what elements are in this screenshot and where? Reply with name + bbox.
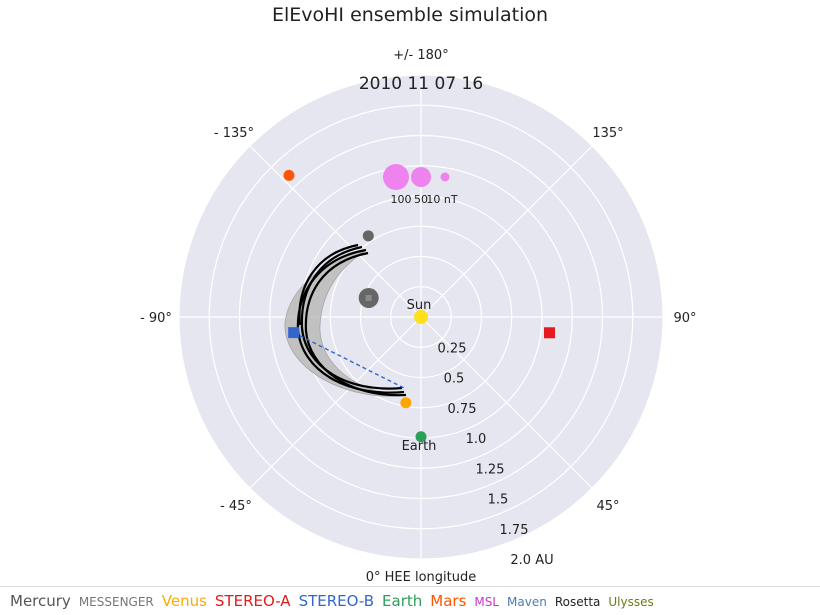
legend-item-messenger: MESSENGER — [78, 595, 154, 609]
legend-item-stereo-b: STEREO-B — [298, 592, 375, 610]
chart-title: ElEvoHI ensemble simulation — [271, 4, 549, 26]
angle-label: 135° — [592, 126, 623, 141]
bodies-group — [283, 164, 556, 443]
legend: Mercury MESSENGER Venus STEREO-A STEREO-B Ear… — [10, 592, 810, 610]
date-label: 2010 11 07 16 — [359, 74, 483, 94]
radial-tick-label: 0.75 — [448, 402, 477, 417]
legend-item-ulysses: Ulysses — [608, 595, 654, 609]
angle-label: +/- 180° — [393, 48, 448, 63]
cme-front-line — [300, 245, 403, 390]
field-legend-label: 10 nT — [426, 193, 457, 206]
legend-item-msl: MSL — [474, 595, 500, 609]
legend-item-stereo-a: STEREO-A — [214, 592, 291, 610]
legend-item-venus: Venus — [161, 592, 207, 610]
angular-grid-line — [420, 316, 593, 489]
radial-tick-label: 0.25 — [438, 341, 467, 356]
radial-tick-label: 2.0 AU — [510, 553, 553, 568]
field-bubble — [411, 167, 431, 187]
cme-front-line — [298, 243, 359, 326]
stereo-b-marker — [288, 327, 300, 339]
sun-label: Sun — [407, 298, 432, 313]
field-legend-label: 100 — [391, 193, 412, 206]
legend-item-mercury: Mercury — [10, 592, 71, 610]
angle-label: - 90° — [140, 311, 172, 326]
messenger-marker — [365, 294, 372, 301]
radial-tick-label: 1.25 — [476, 462, 505, 477]
legend-item-mars: Mars — [430, 592, 467, 610]
field-legend-label: 50 — [414, 193, 428, 206]
angular-grid-line — [420, 145, 593, 318]
venus-marker — [400, 397, 412, 409]
legend-item-maven: Maven — [507, 595, 547, 609]
radial-tick-label: 1.75 — [500, 523, 529, 538]
angle-label: 90° — [673, 311, 696, 326]
angular-grid-line — [249, 316, 422, 489]
field-bubble — [383, 164, 409, 190]
sun-marker — [414, 310, 428, 324]
rosetta-marker — [362, 230, 374, 242]
legend-item-earth: Earth — [382, 592, 423, 610]
earth-marker — [415, 431, 427, 443]
cme-front-line — [304, 251, 407, 397]
legend-item-rosetta: Rosetta — [554, 595, 601, 609]
radial-tick-label: 0.5 — [444, 372, 465, 387]
angle-label: - 45° — [220, 499, 252, 514]
field-bubble — [440, 172, 450, 182]
angle-label: 45° — [596, 499, 619, 514]
legend-divider — [0, 586, 820, 587]
labels-group: +/- 180° - 135° 135° - 90° 90° - 45° 45° 2010 1… — [140, 48, 696, 585]
stereo-a-marker — [544, 327, 556, 339]
radial-tick-label: 1.0 — [466, 432, 487, 447]
hee-longitude-label: 0° HEE longitude — [366, 570, 477, 585]
angular-grid-line — [249, 145, 422, 318]
angle-label: - 135° — [214, 126, 254, 141]
mars-marker — [283, 169, 295, 181]
radial-tick-label: 1.5 — [488, 493, 509, 508]
earth-label: Earth — [402, 439, 437, 454]
